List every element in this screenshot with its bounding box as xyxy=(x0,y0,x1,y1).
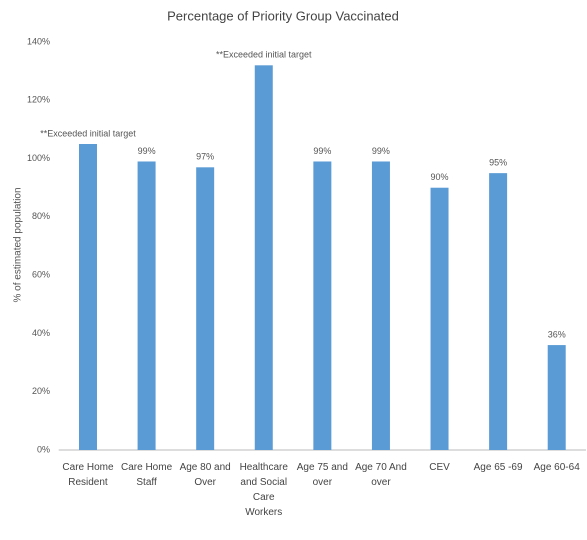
y-tick-label: 100% xyxy=(27,153,50,163)
x-tick-label: CEV xyxy=(429,462,450,473)
y-tick-label: 120% xyxy=(27,95,50,105)
y-tick-label: 40% xyxy=(32,328,50,338)
value-label: 36% xyxy=(548,329,566,339)
bar xyxy=(547,345,566,450)
x-tick-label: Age 60-64 xyxy=(533,462,580,473)
y-axis-label: % of estimated population xyxy=(13,187,24,302)
bar xyxy=(371,161,390,450)
x-tick-label: Care Home Resident xyxy=(62,462,114,488)
y-tick-label: 60% xyxy=(32,270,50,280)
x-tick-label: Care Home Staff xyxy=(121,462,173,488)
x-tick-label: Age 75 and over xyxy=(296,462,348,488)
value-label: 90% xyxy=(431,172,449,182)
bar xyxy=(489,173,508,450)
value-label: 95% xyxy=(489,158,507,168)
x-tick-label: Age 70 And over xyxy=(355,462,407,488)
y-tick-label: 140% xyxy=(27,36,50,46)
y-tick-label: 20% xyxy=(32,386,50,396)
bar xyxy=(254,65,273,451)
y-tick-label: 80% xyxy=(32,211,50,221)
value-label: 99% xyxy=(372,146,390,156)
x-tick-label: Age 65 -69 xyxy=(473,462,523,473)
chart-title: Percentage of Priority Group Vaccinated xyxy=(167,8,399,23)
bar xyxy=(430,187,449,450)
value-label: 99% xyxy=(138,146,156,156)
y-tick-label: 0% xyxy=(37,444,50,454)
bar xyxy=(137,161,156,450)
x-tick-label: Healthcare and Social Care Workers xyxy=(239,462,288,518)
value-label: **Exceeded initial target xyxy=(216,50,312,60)
value-label: 97% xyxy=(196,152,214,162)
value-label: 99% xyxy=(313,146,331,156)
value-label: **Exceeded initial target xyxy=(40,128,136,138)
bar xyxy=(313,161,332,450)
bar xyxy=(196,167,215,451)
x-tick-label: Age 80 and Over xyxy=(179,462,231,488)
bar xyxy=(78,144,97,450)
